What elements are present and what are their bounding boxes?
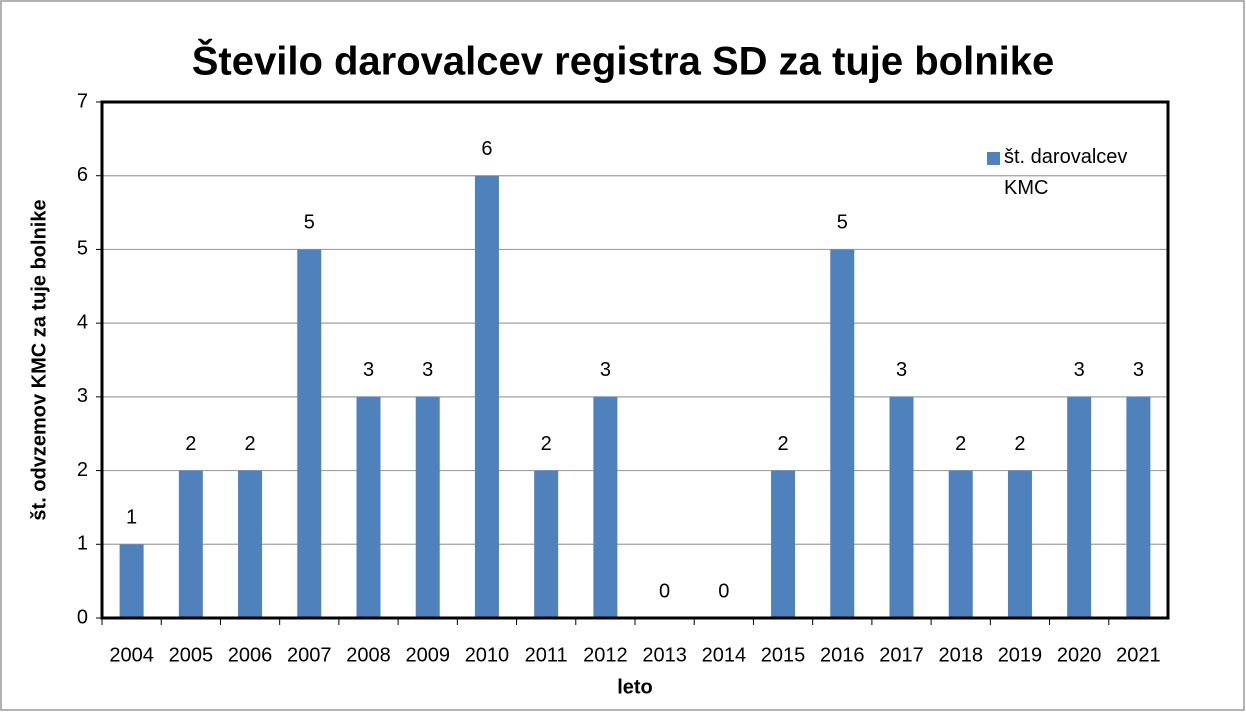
y-tick-label: 7: [77, 90, 88, 112]
x-tick-label: 2019: [998, 644, 1043, 666]
data-label: 2: [541, 433, 552, 455]
bar: [593, 396, 618, 618]
data-label: 2: [955, 433, 966, 455]
legend-label: št. darovalcev KMC: [1004, 146, 1128, 199]
data-label: 2: [244, 433, 255, 455]
data-label: 3: [422, 359, 433, 381]
y-tick-label: 3: [77, 385, 88, 407]
bar: [297, 249, 322, 618]
x-tick-label: 2004: [109, 644, 154, 666]
x-tick-label: 2011: [525, 644, 568, 666]
data-label: 5: [304, 212, 315, 234]
bar: [356, 396, 381, 618]
x-tick-label: 2021: [1116, 644, 1161, 666]
x-tick-label: 2013: [642, 644, 687, 666]
legend: št. darovalcev KMC: [1004, 146, 1128, 199]
x-tick-label: 2005: [169, 644, 214, 666]
data-label: 0: [659, 580, 670, 602]
bar: [948, 470, 973, 618]
data-label: 3: [1133, 359, 1144, 381]
x-tick-label: 2009: [405, 644, 450, 666]
data-label: 6: [481, 138, 492, 160]
x-tick-label: 2012: [583, 644, 628, 666]
bar: [1126, 396, 1151, 618]
y-axis-label: št. odvzemov KMC za tuje bolnike: [28, 199, 50, 520]
y-tick-label: 5: [77, 238, 88, 260]
x-tick-label: 2014: [702, 644, 747, 666]
bar: [534, 470, 559, 618]
bar: [830, 249, 855, 618]
data-label: 2: [777, 433, 788, 455]
data-label: 3: [896, 359, 907, 381]
bar: [474, 175, 499, 618]
data-label: 1: [126, 507, 137, 529]
y-tick-label: 2: [77, 459, 88, 481]
y-tick-label: 0: [77, 606, 88, 628]
x-tick-label: 2017: [879, 644, 924, 666]
data-label: 3: [363, 359, 374, 381]
x-tick-label: 2006: [228, 644, 273, 666]
data-label: 5: [837, 212, 848, 234]
bar: [178, 470, 203, 618]
legend-swatch: [987, 152, 1000, 165]
bar: [119, 544, 144, 618]
data-label: 2: [1014, 433, 1025, 455]
bar: [415, 396, 440, 618]
x-tick-label: 2010: [465, 644, 510, 666]
x-tick-label: 2007: [287, 644, 332, 666]
x-tick-label: 2008: [346, 644, 391, 666]
x-axis-label: leto: [617, 676, 653, 698]
data-label: 3: [1074, 359, 1085, 381]
y-tick-label: 6: [77, 164, 88, 186]
bar: [771, 470, 796, 618]
bar: [889, 396, 914, 618]
x-tick-label: 2015: [761, 644, 806, 666]
x-tick-label: 2018: [938, 644, 983, 666]
y-tick-label: 1: [77, 533, 88, 555]
plot-border: [100, 100, 1170, 620]
bar: [1067, 396, 1092, 618]
x-tick-label: 2016: [820, 644, 865, 666]
chart-title: Število darovalcev registra SD za tuje b…: [192, 38, 1055, 84]
data-label: 0: [718, 580, 729, 602]
x-tick-label: 2020: [1057, 644, 1102, 666]
bar: [1007, 470, 1032, 618]
data-label: 2: [185, 433, 196, 455]
y-tick-label: 4: [77, 311, 88, 333]
bar: [238, 470, 263, 618]
data-label: 3: [600, 359, 611, 381]
